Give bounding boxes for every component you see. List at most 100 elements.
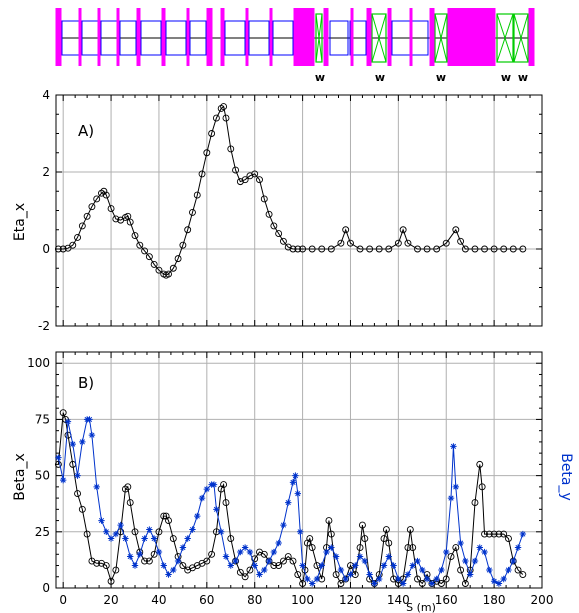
wiggler-label: w [436,71,446,84]
dipole-magnet [206,8,210,66]
beta-x-point [145,557,153,565]
series-0-point [433,245,441,253]
plot-frame [55,351,543,589]
series-0-point [64,244,72,252]
beta-x-point [141,557,149,565]
series-0-point [356,245,364,253]
y-tick-label: 0 [42,242,50,256]
series-0-point [299,245,307,253]
series-0-point [471,245,479,253]
beta-y-point [285,499,292,506]
beta-y-point [261,566,268,574]
beta-x-point [107,577,115,585]
dipole-magnet [470,8,474,66]
quadrupole [140,20,162,56]
series-0-point [100,187,108,195]
beta-y-point [222,553,230,560]
beta-y-point [328,544,335,551]
beta-y-point [246,548,254,556]
dipole-magnet [431,8,435,66]
beta-x-point [93,559,101,567]
beta-y-point [174,557,182,565]
panel-a-label: A) [78,122,94,140]
beta-x-point [409,544,417,551]
series-0-point [414,245,421,253]
beta-y-point [146,526,153,533]
beta-y-point [352,562,359,569]
x-tick-label: 0 [59,593,67,607]
beta-x-point [126,499,134,507]
beta-x-point [308,544,316,551]
beta-x-point [471,499,479,507]
beta-y-point [452,483,460,491]
beta-x-point [358,521,366,529]
series-0-point [126,218,134,226]
dipole-magnet [478,8,482,66]
quadrupole [165,20,187,56]
dipole-magnet [409,8,413,66]
dipole-magnet [486,8,490,66]
series-0-point [452,226,460,234]
beta-y-point [510,557,517,565]
beta-y-point [88,431,96,439]
beta-x-point [227,535,235,543]
beta-x-point [442,575,450,583]
series-0-point [189,208,196,216]
series-0-point [256,176,263,184]
x-tick-label: 20 [103,593,118,607]
series-0-point [457,237,465,245]
y-tick-label: 25 [35,525,50,539]
beta-y-point [519,530,527,538]
series-0-point [208,130,216,137]
series-0-point [394,239,402,247]
beta-x-point [476,460,484,468]
series-0-point [289,245,297,253]
series-0-point [174,255,182,263]
beta-y-point [294,490,302,497]
series-0-point [98,189,105,197]
panel-b-label: B) [78,374,94,392]
beta-y-point [86,416,93,423]
beta-x-point [418,580,426,587]
beta-y-point [366,571,373,578]
dipole-magnet [455,8,459,66]
series-0-point [279,237,287,245]
dipole-magnet [482,8,486,66]
series-0-point [308,245,316,253]
beta-y-point [404,571,412,578]
series-0-point [112,215,120,223]
series-0-point [203,149,211,157]
dipole-magnet [311,8,315,66]
beta-x-point [203,557,211,565]
beta-y-point [213,506,220,513]
wiggler [434,13,448,63]
beta-y-point [117,521,124,529]
series-0-point [347,239,354,247]
beta-x-point [356,544,364,551]
beta-x-point [478,483,486,491]
series-0-point [184,226,192,234]
beta-y-point [481,548,488,556]
series-0-point [327,245,335,253]
series-0-point [150,260,158,268]
series-0-line [58,105,523,276]
beta-y-point [292,472,299,479]
beta-y-point [194,512,201,520]
beta-y-point [107,535,115,542]
beta-x-point [121,485,129,493]
series-0-point [83,212,91,220]
dipole-magnet [468,8,472,66]
dipole-magnet [296,8,300,66]
beta-x-point [284,553,292,560]
beta-x-point [337,580,345,587]
series-0-point [366,245,374,253]
dipole-magnet [303,8,307,66]
dipole-magnet [449,8,453,66]
panel-b-x-axis-label: S (m) [406,601,436,613]
beta-x-point [514,566,522,574]
dipole-magnet [301,8,305,66]
beta-x-point [208,550,216,558]
beta-x-point [220,481,228,489]
series-0-point [241,176,249,184]
